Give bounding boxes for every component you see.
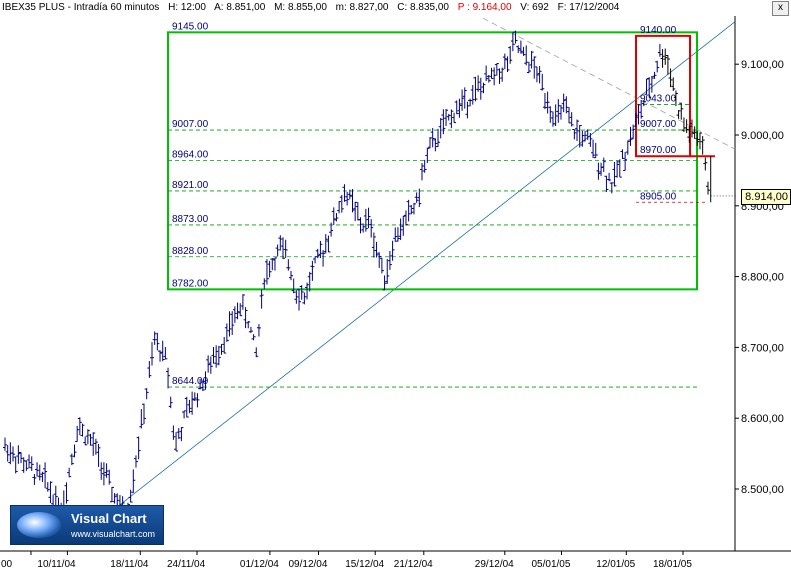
symbol-title: IBEX35 PLUS - Intradía 60 minutos xyxy=(2,2,160,13)
y-tick-label: 8.700,00 xyxy=(741,342,784,354)
x-tick-label: 15/12/04 xyxy=(345,559,384,570)
level-label: 8964.00 xyxy=(172,149,209,160)
x-tick-label: 10/11/04 xyxy=(37,559,76,570)
short-level-label: 9043.00 xyxy=(640,94,677,105)
support-trendline xyxy=(85,21,736,532)
y-tick-label: 9.100,00 xyxy=(741,59,784,71)
y-tick-label: 9.000,00 xyxy=(741,130,784,142)
low-value: m: 8.827,00 xyxy=(335,2,389,13)
plot-area xyxy=(0,16,735,551)
level-label: 8782.00 xyxy=(172,278,209,289)
level-label: 9145.00 xyxy=(172,21,209,32)
date-value: F: 17/12/2004 xyxy=(557,2,620,13)
x-tick-label: 29/12/04 xyxy=(475,559,514,570)
x-tick-label: 18/11/04 xyxy=(110,559,149,570)
x-tick-label: 24/11/04 xyxy=(167,559,206,570)
logo-swoosh-icon xyxy=(17,512,61,538)
logo-name: Visual Chart xyxy=(71,511,147,526)
y-tick-label: 8.800,00 xyxy=(741,272,784,284)
x-tick-label: 00 xyxy=(1,559,13,570)
short-level-label: 9007.00 xyxy=(640,119,677,130)
open-value: A: 8.851,00 xyxy=(214,2,266,13)
x-tick-label: 09/12/04 xyxy=(289,559,328,570)
logo-url: www.visualchart.com xyxy=(71,529,156,539)
x-tick-label: 12/01/05 xyxy=(596,559,635,570)
level-label: 8828.00 xyxy=(172,246,209,257)
hour-value: H: 12:00 xyxy=(168,2,206,13)
short-level-label: 8905.00 xyxy=(640,191,677,202)
short-level-label: 9140.00 xyxy=(640,25,677,36)
y-tick-label: 8.500,00 xyxy=(741,484,784,496)
x-tick-label: 18/01/05 xyxy=(653,559,692,570)
high-value: M: 8.855,00 xyxy=(274,2,327,13)
short-level-label: 8970.00 xyxy=(640,145,677,156)
x-tick-label: 05/01/05 xyxy=(532,559,571,570)
close-value: C: 8.835,00 xyxy=(397,2,449,13)
y-tick-label: 8.600,00 xyxy=(741,413,784,425)
level-label: 9007.00 xyxy=(172,119,209,130)
short-range-box xyxy=(635,34,691,158)
x-tick-label: 21/12/04 xyxy=(394,559,433,570)
level-label: 8921.00 xyxy=(172,180,209,191)
close-button[interactable]: x xyxy=(772,1,789,16)
volume-value: V: 692 xyxy=(520,2,549,13)
period-value: P : 9.164,00 xyxy=(457,2,512,13)
level-label: 8644.00 xyxy=(172,376,209,387)
x-tick-label: 01/12/04 xyxy=(240,559,279,570)
level-label: 8873.00 xyxy=(172,214,209,225)
visual-chart-logo: Visual Chart www.visualchart.com xyxy=(10,505,164,545)
current-price-label: 8.914,00 xyxy=(741,189,791,205)
chart-header: IBEX35 PLUS - Intradía 60 minutos H: 12:… xyxy=(0,0,735,16)
resistance-trendline xyxy=(482,17,736,150)
